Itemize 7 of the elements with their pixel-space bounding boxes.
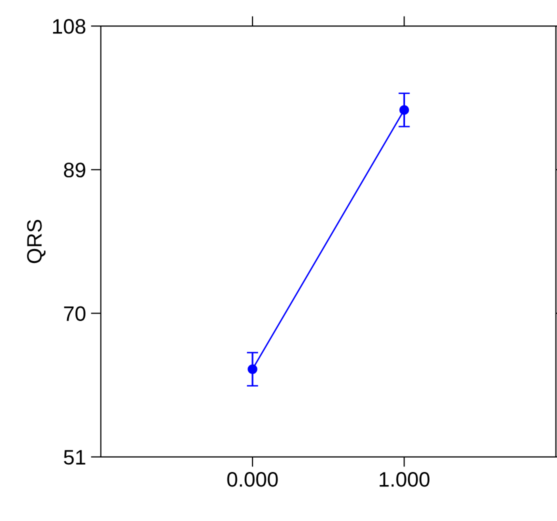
y-tick-label: 108 <box>53 19 86 34</box>
y-tick-label: 70 <box>64 306 86 322</box>
y-axis-title: QRS <box>27 220 46 264</box>
x-tick-label: 0.000 <box>227 472 278 487</box>
y-tick-label: 51 <box>64 450 86 465</box>
x-tick-label: 1.000 <box>380 472 430 487</box>
y-tick-label: 89 <box>64 162 86 178</box>
